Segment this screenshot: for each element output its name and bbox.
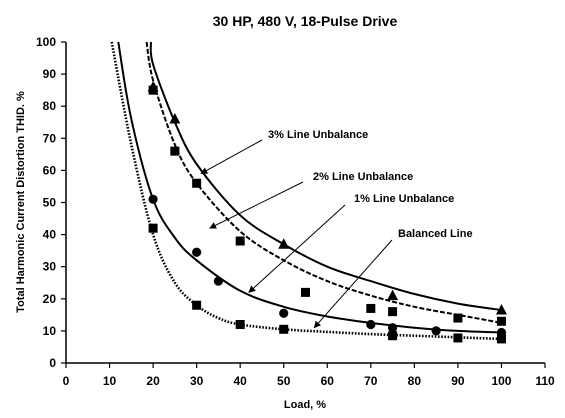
unbalance-2-point <box>388 307 398 317</box>
x-tick-label: 50 <box>277 374 291 388</box>
y-axis-label: Total Harmonic Current Distortion THID. … <box>15 91 27 313</box>
unbalance-2-point <box>496 316 506 326</box>
unbalance-2-point <box>192 178 202 188</box>
annotation-3pct-line-unbalance: 3% Line Unbalance <box>268 129 368 141</box>
unbalance-2-point <box>170 146 180 156</box>
annotation-arrows <box>200 139 393 329</box>
unbalance-3-point <box>387 289 399 301</box>
unbalance-2-point <box>235 236 245 246</box>
unbalance-2-point <box>301 287 310 297</box>
axis-ticks: 0 10 20 30 40 50 60 70 80 90 100 110 0 10 20 30 40 50 60 70… <box>36 35 555 388</box>
fit-curve-fit-1 <box>117 41 502 334</box>
unbalance-1-point <box>431 326 441 336</box>
unbalance-3-point <box>278 238 290 249</box>
x-axis-label: Load, % <box>284 399 326 411</box>
unbalance-1-point <box>192 247 202 257</box>
x-tick-label: 0 <box>63 374 70 388</box>
annotation-arrow <box>200 139 263 175</box>
unbalance-2-point <box>366 303 376 313</box>
annotation-arrow <box>313 239 393 329</box>
unbalance-3-point <box>169 113 181 124</box>
balanced-point <box>453 333 463 343</box>
x-tick-label: 60 <box>321 374 335 388</box>
y-tick-label: 70 <box>43 131 57 145</box>
x-tick-label: 10 <box>103 374 117 388</box>
y-tick-label: 60 <box>43 163 57 177</box>
plot-area: 0 10 20 30 40 50 60 70 80 90 100 110 0 10 20 30 40 50 60 70… <box>36 35 555 388</box>
x-tick-label: 80 <box>408 374 422 388</box>
x-tick-label: 110 <box>535 374 555 388</box>
y-tick-label: 0 <box>49 356 56 370</box>
balanced-point <box>148 223 158 233</box>
y-tick-label: 30 <box>43 260 57 274</box>
unbalance-3-point <box>495 304 507 315</box>
y-tick-label: 40 <box>43 228 57 242</box>
balanced-point <box>496 334 506 344</box>
unbalance-1-point <box>213 276 224 286</box>
annotation-arrow <box>248 204 346 293</box>
x-tick-label: 40 <box>234 374 248 388</box>
x-tick-label: 30 <box>190 374 204 388</box>
unbalance-1-point <box>148 194 158 204</box>
annotation-balanced-line: Balanced Line <box>398 228 473 240</box>
x-tick-label: 100 <box>491 374 511 388</box>
balanced-point <box>279 324 289 334</box>
annotation-2pct-line-unbalance: 2% Line Unbalance <box>313 171 413 183</box>
y-tick-label: 100 <box>36 35 56 49</box>
fit-curve-fit-balanced <box>110 41 502 341</box>
data-markers <box>147 80 507 344</box>
x-tick-label: 20 <box>146 374 160 388</box>
chart-title: 30 HP, 480 V, 18-Pulse Drive <box>213 13 398 29</box>
annotation-1pct-line-unbalance: 1% Line Unbalance <box>354 193 454 205</box>
y-tick-label: 20 <box>43 292 57 306</box>
annotation-arrow <box>209 181 304 229</box>
y-tick-label: 80 <box>43 99 57 113</box>
x-tick-label: 90 <box>451 374 465 388</box>
balanced-point <box>388 331 398 341</box>
unbalance-2-point <box>453 313 463 323</box>
balanced-point <box>235 319 245 329</box>
y-tick-label: 50 <box>43 196 57 210</box>
unbalance-1-point <box>387 323 398 333</box>
unbalance-1-point <box>366 319 376 330</box>
unbalance-1-point <box>279 308 289 318</box>
x-tick-label: 70 <box>364 374 378 388</box>
unbalance-2-point <box>148 85 158 95</box>
y-tick-label: 90 <box>43 67 57 81</box>
y-tick-label: 10 <box>43 324 57 338</box>
balanced-point <box>192 300 202 310</box>
